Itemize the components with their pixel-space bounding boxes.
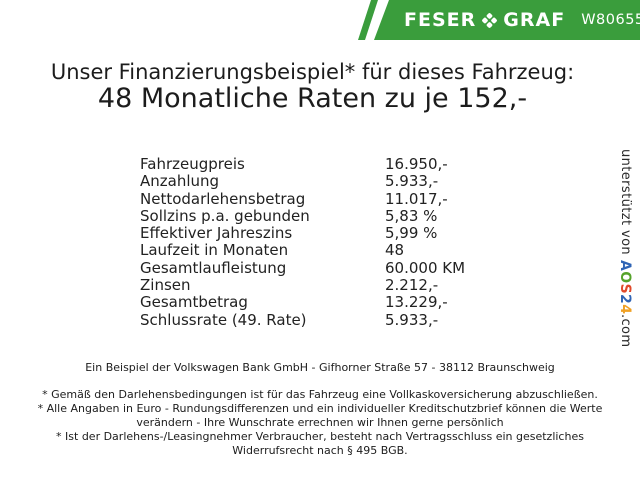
row-label: Anzahlung	[140, 172, 220, 191]
row-value: 5,83 %	[385, 206, 438, 225]
table-row: Effektiver Jahreszins 5,99 %	[140, 224, 465, 243]
vehicle-code: W806556	[581, 12, 640, 28]
row-label: Sollzins p.a. gebunden	[140, 206, 310, 225]
table-row: Laufzeit in Monaten 48	[140, 241, 465, 260]
table-row: Anzahlung 5.933,-	[140, 172, 465, 191]
supported-by-text: unterstützt von	[618, 149, 633, 260]
aos24-letter: 2	[617, 293, 633, 304]
header-banner: FESER GRAF W806556	[374, 0, 640, 40]
aos24-letter: S	[617, 283, 633, 294]
table-row: Gesamtbetrag 13.229,-	[140, 293, 465, 312]
title-line-2: 48 Monatliche Raten zu je 152,-	[97, 83, 528, 114]
row-value: 2.212,-	[385, 276, 439, 295]
aos24-logo: AOS24	[617, 259, 633, 314]
row-value: 5,99 %	[385, 224, 438, 243]
aos24-letter: A	[617, 259, 633, 271]
row-value: 11.017,-	[385, 189, 448, 208]
table-row: Schlussrate (49. Rate) 5.933,-	[140, 310, 465, 329]
disclaimer-block: * Gemäß den Darlehensbedingungen ist für…	[20, 388, 620, 458]
table-row: Fahrzeugpreis 16.950,-	[140, 155, 465, 173]
supported-by-strip: unterstützt von AOS24.com	[617, 149, 633, 347]
row-label: Fahrzeugpreis	[140, 155, 245, 173]
row-value: 5.933,-	[385, 172, 439, 191]
row-value: 16.950,-	[385, 155, 448, 173]
aos24-letter: 4	[617, 303, 633, 314]
clover-icon	[482, 12, 498, 28]
row-value: 5.933,-	[385, 310, 439, 329]
disclaimer-line: * Alle Angaben in Euro - Rundungsdiffere…	[37, 401, 603, 429]
row-label: Gesamtbetrag	[140, 293, 248, 312]
row-label: Effektiver Jahreszins	[140, 224, 293, 243]
row-value: 13.229,-	[385, 293, 448, 312]
finance-table: Fahrzeugpreis 16.950,- Anzahlung 5.933,-…	[140, 155, 466, 329]
title-block: Unser Finanzierungsbeispiel* für dieses …	[0, 60, 625, 114]
disclaimer-line: * Gemäß den Darlehensbedingungen ist für…	[42, 388, 598, 401]
row-label: Gesamtlaufleistung	[140, 258, 287, 277]
aos24-letter: O	[617, 270, 633, 284]
brand-word-feser: FESER	[404, 9, 477, 31]
row-label: Schlussrate (49. Rate)	[140, 310, 307, 329]
disclaimer-line: * Ist der Darlehens-/Leasingnehmer Verbr…	[56, 429, 584, 457]
table-row: Nettodarlehensbetrag 11.017,-	[140, 189, 465, 208]
table-row: Sollzins p.a. gebunden 5,83 %	[140, 206, 465, 225]
brand-logo: FESER GRAF	[404, 9, 565, 31]
title-line-1: Unser Finanzierungsbeispiel* für dieses …	[50, 60, 575, 84]
row-value: 60.000 KM	[385, 258, 466, 277]
brand-word-graf: GRAF	[503, 9, 566, 31]
table-row: Gesamtlaufleistung 60.000 KM	[140, 258, 466, 277]
row-value: 48	[385, 241, 405, 260]
bank-address-line: Ein Beispiel der Volkswagen Bank GmbH - …	[85, 361, 555, 374]
row-label: Zinsen	[140, 276, 191, 295]
aos24-domain-suffix: .com	[618, 313, 633, 348]
table-row: Zinsen 2.212,-	[140, 276, 465, 295]
row-label: Nettodarlehensbetrag	[140, 189, 306, 208]
header-decor-stripe	[358, 0, 378, 40]
row-label: Laufzeit in Monaten	[140, 241, 289, 260]
